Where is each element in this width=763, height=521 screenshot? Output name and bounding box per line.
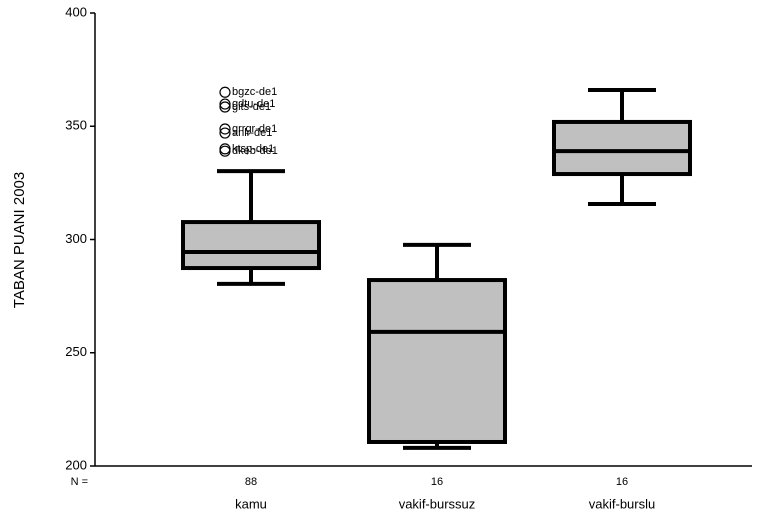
y-tick-label: 400 [65, 4, 87, 19]
outlier-label: anlr-de1 [232, 127, 272, 139]
outlier [219, 123, 231, 135]
n-label: N = [71, 476, 88, 488]
outlier-label: gdtu-de1 [232, 98, 275, 110]
box [367, 278, 507, 444]
x-tick-label: vakif-burssuz [399, 496, 476, 511]
outlier [219, 127, 231, 139]
outlier [219, 101, 231, 113]
outlier-label: gits-de1 [232, 101, 271, 113]
outlier [219, 143, 231, 155]
y-tick-label: 250 [65, 344, 87, 359]
outlier [219, 145, 231, 157]
n-count: 88 [245, 476, 257, 488]
x-tick-label: kamu [235, 496, 267, 511]
n-count: 16 [431, 476, 443, 488]
y-tick-label: 300 [65, 231, 87, 246]
y-tick-label: 200 [65, 457, 87, 472]
y-axis-label: TABAN PUANI 2003 [11, 172, 28, 308]
n-count: 16 [616, 476, 628, 488]
y-tick-label: 350 [65, 118, 87, 133]
outlier [219, 98, 231, 110]
box [552, 119, 692, 177]
outlier [219, 86, 231, 98]
outlier-label: bgzc-de1 [232, 86, 277, 98]
outlier-label: dkeb-de1 [232, 145, 278, 157]
outlier-label: ktsp-de1 [232, 143, 274, 155]
x-tick-label: vakif-burslu [589, 496, 655, 511]
box [181, 220, 321, 271]
outlier-label: grrgr-de1 [232, 123, 277, 135]
